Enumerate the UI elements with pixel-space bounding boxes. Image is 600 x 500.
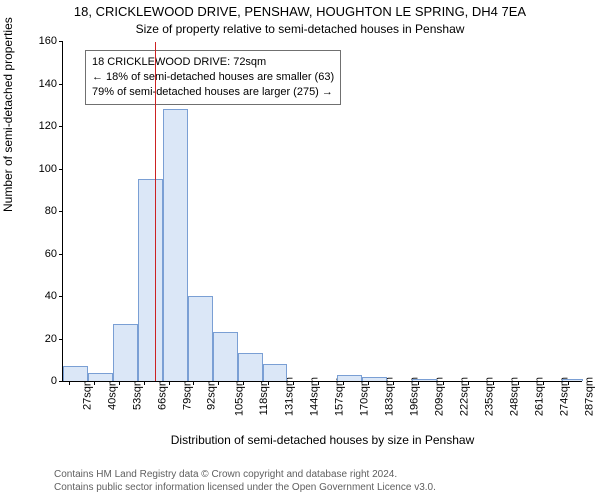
x-tick-label: 66sqm (156, 377, 168, 410)
x-tick-mark (568, 381, 569, 385)
y-tick: 60 (23, 248, 57, 260)
chart-title: 18, CRICKLEWOOD DRIVE, PENSHAW, HOUGHTON… (0, 4, 600, 19)
y-tick: 100 (23, 163, 57, 175)
x-tick-mark (418, 381, 419, 385)
x-tick-mark (169, 381, 170, 385)
x-tick-mark (393, 381, 394, 385)
x-tick-mark (193, 381, 194, 385)
x-tick-mark (518, 381, 519, 385)
x-tick-label: 79sqm (181, 377, 193, 410)
x-tick-mark (543, 381, 544, 385)
x-tick-mark (443, 381, 444, 385)
histogram-bar (138, 179, 163, 381)
histogram-bar (188, 296, 213, 381)
histogram-bar (88, 373, 113, 382)
annotation-line: 79% of semi-detached houses are larger (… (92, 85, 334, 100)
y-tick: 20 (23, 333, 57, 345)
annotation-line: 18 CRICKLEWOOD DRIVE: 72sqm (92, 55, 334, 70)
annotation-box: 18 CRICKLEWOOD DRIVE: 72sqm← 18% of semi… (85, 50, 341, 105)
x-tick-label: 287sqm (583, 377, 595, 416)
annotation-line: ← 18% of semi-detached houses are smalle… (92, 70, 334, 85)
histogram-bar (213, 332, 238, 381)
x-tick-mark (293, 381, 294, 385)
x-axis-label: Distribution of semi-detached houses by … (63, 433, 582, 447)
histogram-chart: 18, CRICKLEWOOD DRIVE, PENSHAW, HOUGHTON… (0, 0, 600, 500)
y-tick: 0 (23, 375, 57, 387)
y-tick: 140 (23, 78, 57, 90)
reference-line (155, 42, 156, 381)
histogram-bar (412, 379, 437, 381)
x-tick-mark (144, 381, 145, 385)
y-tick: 120 (23, 120, 57, 132)
x-tick-mark (343, 381, 344, 385)
x-tick-mark (468, 381, 469, 385)
x-tick-label: 92sqm (206, 377, 218, 410)
x-tick-label: 53sqm (131, 377, 143, 410)
y-axis-label: Number of semi-detached properties (1, 17, 15, 212)
histogram-bar (263, 364, 288, 381)
histogram-bar (113, 324, 138, 381)
histogram-bar (63, 366, 88, 381)
x-tick-label: 27sqm (81, 377, 93, 410)
x-tick-mark (119, 381, 120, 385)
footer-attribution: Contains HM Land Registry data © Crown c… (54, 468, 590, 494)
x-tick-mark (493, 381, 494, 385)
chart-subtitle: Size of property relative to semi-detach… (0, 22, 600, 36)
histogram-bar (362, 377, 387, 381)
plot-area: 18 CRICKLEWOOD DRIVE: 72sqm← 18% of semi… (62, 42, 582, 382)
histogram-bar (238, 353, 263, 381)
x-tick-mark (318, 381, 319, 385)
x-tick-mark (268, 381, 269, 385)
histogram-bar (163, 109, 188, 381)
histogram-bar (337, 375, 362, 381)
x-tick-label: 40sqm (106, 377, 118, 410)
y-tick: 80 (23, 205, 57, 217)
x-tick-mark (69, 381, 70, 385)
histogram-bar (562, 379, 583, 381)
footer-line-2: Contains public sector information licen… (54, 481, 590, 494)
x-tick-mark (94, 381, 95, 385)
x-tick-mark (243, 381, 244, 385)
y-tick: 40 (23, 290, 57, 302)
x-tick-mark (368, 381, 369, 385)
y-tick: 160 (23, 35, 57, 47)
x-tick-mark (218, 381, 219, 385)
footer-line-1: Contains HM Land Registry data © Crown c… (54, 468, 590, 481)
